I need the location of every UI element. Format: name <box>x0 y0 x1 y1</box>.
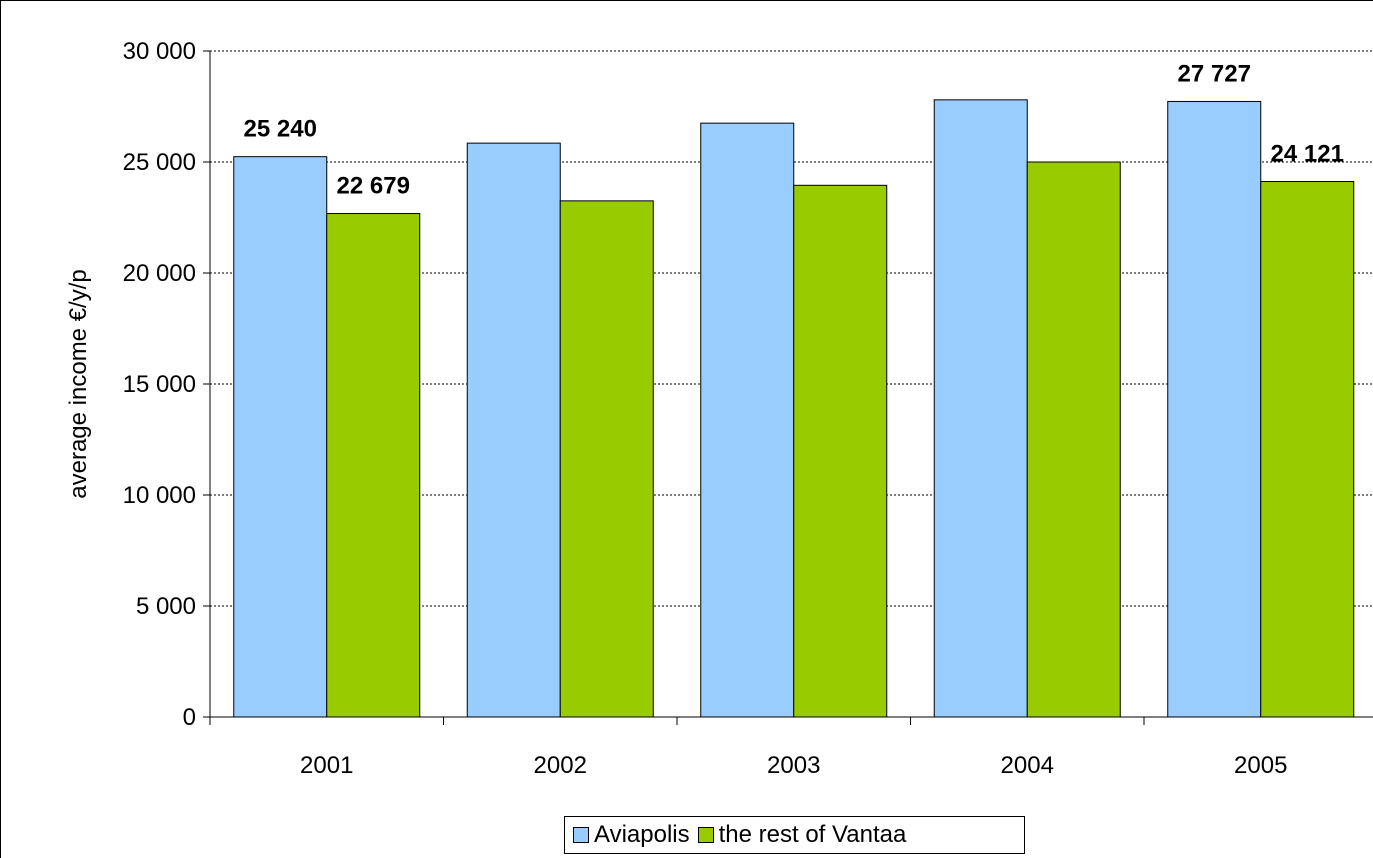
bar-rest-of-vantaa <box>559 200 654 718</box>
bar-aviapolis <box>1167 100 1262 718</box>
legend-item-rest-of-vantaa: the rest of Vantaa <box>697 821 907 849</box>
legend-swatch-aviapolis <box>573 827 589 843</box>
data-label: 27 727 <box>1178 60 1251 87</box>
y-tick-label: 0 <box>183 704 196 731</box>
bars <box>233 99 1355 718</box>
legend-label-rest-of-vantaa: the rest of Vantaa <box>718 821 907 848</box>
legend-label-aviapolis: Aviapolis <box>594 821 690 848</box>
y-tick-label: 10 000 <box>123 482 196 509</box>
bar-rest-of-vantaa <box>1026 161 1121 718</box>
data-label: 22 679 <box>337 173 410 200</box>
bar-aviapolis <box>700 122 795 718</box>
y-axis-title: average income €/y/p <box>65 269 92 498</box>
bar-rest-of-vantaa <box>1260 181 1355 718</box>
y-tick-label: 25 000 <box>123 149 196 176</box>
labels: 0 5 000 10 000 15 000 20 000 25 000 30 000 2001… <box>123 38 1344 779</box>
data-label: 24 121 <box>1271 141 1344 168</box>
y-tick-label: 20 000 <box>123 260 196 287</box>
axes <box>203 50 1373 725</box>
x-tick-label: 2002 <box>534 752 587 779</box>
y-tick-label: 5 000 <box>136 593 196 620</box>
legend-item-aviapolis: Aviapolis <box>573 821 690 849</box>
x-tick-label: 2003 <box>767 752 820 779</box>
bar-aviapolis <box>233 156 328 718</box>
bar-aviapolis <box>933 99 1028 718</box>
bar-rest-of-vantaa <box>793 184 888 718</box>
y-tick-label: 30 000 <box>123 38 196 65</box>
x-tick-label: 2005 <box>1234 752 1287 779</box>
bar-aviapolis <box>466 142 561 718</box>
bar-rest-of-vantaa <box>326 213 421 718</box>
legend-swatch-rest-of-vantaa <box>697 827 714 843</box>
x-tick-label: 2001 <box>300 752 353 779</box>
legend: Aviapolis the rest of Vantaa <box>564 816 1025 854</box>
y-tick-label: 15 000 <box>123 371 196 398</box>
x-tick-label: 2004 <box>1001 752 1054 779</box>
data-label: 25 240 <box>244 116 317 143</box>
